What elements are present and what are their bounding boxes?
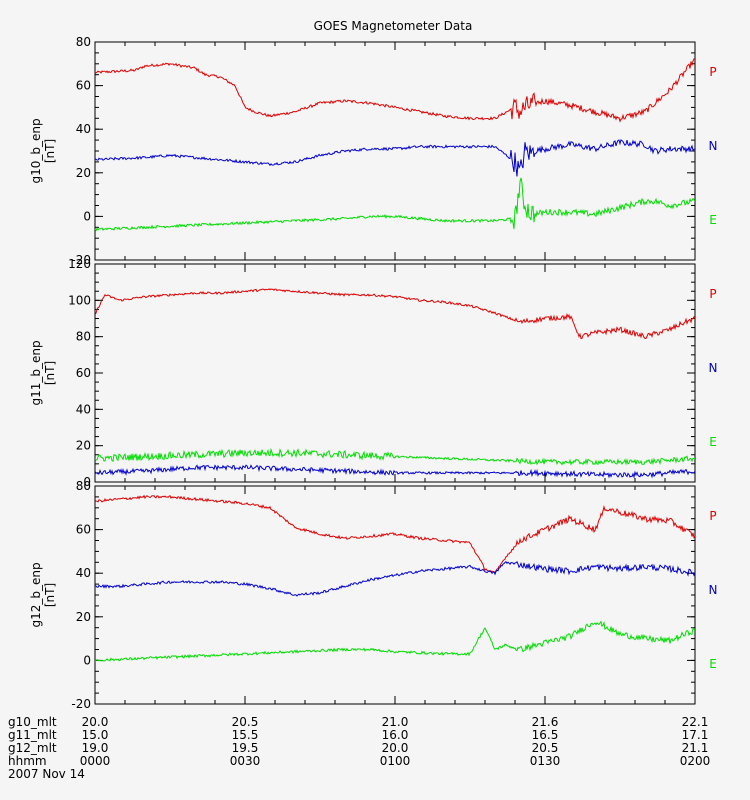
x-tick-value: 21.0 [381, 715, 409, 729]
y-tick-label: 0 [83, 653, 91, 667]
x-tick-value: 19.5 [231, 741, 259, 755]
y-tick-label: 40 [76, 122, 91, 136]
y-tick-label: 60 [76, 79, 91, 93]
x-tick-value: 17.1 [681, 728, 709, 742]
y-tick-label: 20 [76, 439, 91, 453]
x-tick-value: 20.0 [381, 741, 409, 755]
legend-E-g11: E [709, 435, 717, 449]
x-tick-value: 19.0 [81, 741, 109, 755]
y-tick-label: 20 [76, 166, 91, 180]
y-tick-label: 100 [68, 293, 91, 307]
series-line-g12-N [95, 560, 695, 597]
y-tick-label: 20 [76, 610, 91, 624]
legend-N-g12: N [709, 583, 718, 597]
series-line-g11-N [95, 464, 695, 479]
plot-frame-g10 [94, 41, 696, 261]
x-tick-value: 15.5 [231, 728, 259, 742]
series-line-g10-P [95, 58, 695, 123]
y-tick-label: -20 [71, 253, 91, 267]
x-tick-value: 22.1 [681, 715, 709, 729]
legend-N-g10: N [709, 139, 718, 153]
x-tick-value: 0000 [79, 754, 111, 768]
x-tick-value: 0100 [379, 754, 411, 768]
y-tick-label: 0 [83, 475, 91, 489]
x-row-label-g12_mlt: g12_mlt [8, 741, 57, 755]
series-line-g10-N [95, 139, 695, 177]
y-axis-label-g12: g12_b_enp [29, 562, 43, 627]
y-axis-units-g12: [nT] [43, 583, 57, 607]
date-label: 2007 Nov 14 [8, 767, 85, 781]
y-tick-label: -20 [71, 697, 91, 711]
y-tick-label: 80 [76, 479, 91, 493]
y-tick-label: 80 [76, 330, 91, 344]
x-tick-value: 20.0 [81, 715, 109, 729]
chart-title: GOES Magnetometer Data [314, 19, 473, 33]
y-axis-label-g10: g10_b_enp [29, 118, 43, 183]
y-tick-label: 0 [83, 209, 91, 223]
series-line-g11-P [95, 288, 695, 340]
legend-P-g11: P [709, 287, 716, 301]
legend-E-g12: E [709, 657, 717, 671]
y-tick-label: 60 [76, 523, 91, 537]
x-tick-value: 20.5 [531, 741, 559, 755]
legend-P-g12: P [709, 509, 716, 523]
x-tick-value: 21.1 [681, 741, 709, 755]
x-row-label-hhmm: hhmm [8, 754, 47, 768]
panel-g12: -20 0 20 40 60 80 g12_b_enp [nT] P N E [29, 479, 717, 711]
series-line-g11-E [95, 447, 695, 466]
y-tick-label: 120 [68, 257, 91, 271]
x-tick-value: 16.0 [381, 728, 409, 742]
y-tick-label: 40 [76, 566, 91, 580]
x-tick-value: 16.5 [531, 728, 559, 742]
x-tick-value: 0030 [229, 754, 261, 768]
legend-P-g10: P [709, 65, 716, 79]
y-axis-label-g11: g11_b_enp [29, 340, 43, 405]
panel-g10: -20 0 20 40 60 80 g10_b_enp [nT] P N E [29, 35, 717, 267]
x-row-label-g10_mlt: g10_mlt [8, 715, 57, 729]
y-tick-label: 80 [76, 35, 91, 49]
legend-E-g10: E [709, 213, 717, 227]
plot-frame-g12 [94, 485, 696, 705]
y-tick-label: 40 [76, 402, 91, 416]
x-tick-value: 15.0 [81, 728, 109, 742]
y-axis-units-g10: [nT] [43, 139, 57, 163]
x-tick-value: 21.6 [531, 715, 559, 729]
x-row-label-g11_mlt: g11_mlt [8, 728, 57, 742]
x-tick-value: 0200 [679, 754, 711, 768]
legend-N-g11: N [709, 361, 718, 375]
x-tick-value: 0130 [529, 754, 561, 768]
series-line-g12-P [95, 494, 695, 574]
x-tick-value: 20.5 [231, 715, 259, 729]
series-line-g10-E [95, 177, 695, 232]
panel-g11: 0 20 40 60 80 100 120 g11_b_enp [nT] P N E [29, 257, 717, 489]
series-line-g12-E [95, 620, 695, 662]
y-axis-units-g11: [nT] [43, 361, 57, 385]
y-tick-label: 60 [76, 366, 91, 380]
